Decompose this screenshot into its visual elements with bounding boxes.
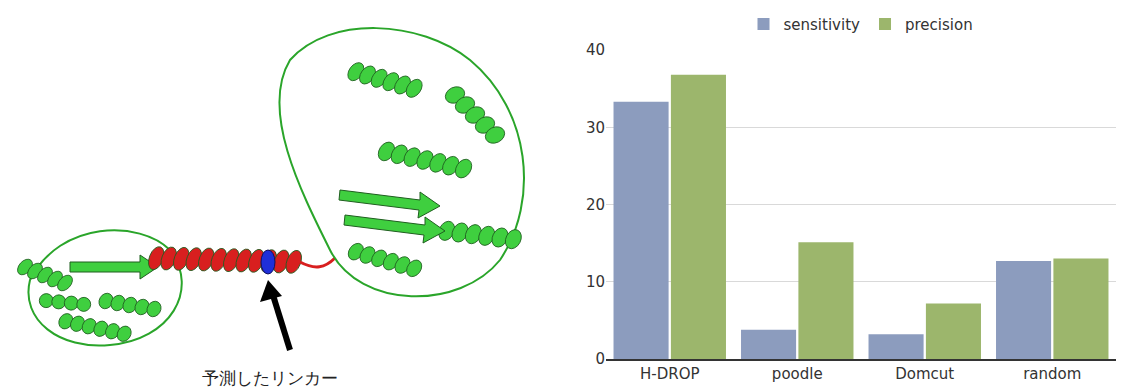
svg-text:30: 30	[586, 119, 605, 137]
svg-text:sensitivity: sensitivity	[784, 16, 861, 34]
svg-text:予測したリンカー: 予測したリンカー	[202, 368, 338, 388]
svg-text:precision: precision	[905, 16, 973, 34]
svg-text:Domcut: Domcut	[895, 365, 954, 383]
svg-text:H-DROP: H-DROP	[640, 365, 700, 383]
svg-text:10: 10	[586, 273, 605, 291]
svg-text:40: 40	[586, 41, 605, 59]
svg-text:20: 20	[586, 196, 605, 214]
svg-text:random: random	[1023, 365, 1081, 383]
svg-text:0: 0	[595, 350, 605, 368]
svg-text:poodle: poodle	[772, 365, 823, 383]
